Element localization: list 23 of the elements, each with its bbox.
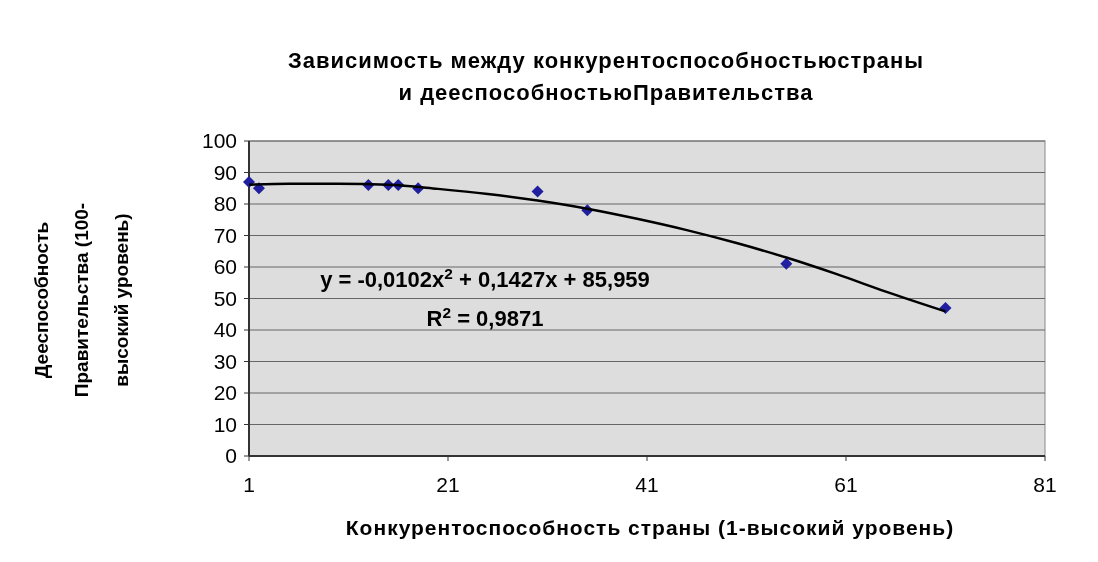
y-tick-label: 50	[213, 286, 237, 310]
point	[531, 185, 544, 198]
annotation: R$^{2}$ = 0,9871	[426, 303, 544, 331]
annotation: y = -0,0102x$^{2}$ + 0,1427x + 85,959	[320, 264, 650, 292]
x-tick-label: 81	[1033, 473, 1057, 496]
y-tick-label: 100	[201, 129, 237, 153]
point	[780, 257, 793, 270]
y-tick-label: 90	[213, 160, 237, 184]
y-tick-label: 0	[225, 444, 237, 468]
x-tick-label: 21	[436, 473, 460, 496]
y-tick-label: 20	[213, 381, 237, 405]
y-tick-label: 30	[213, 349, 237, 373]
x-tick-label: 1	[243, 473, 255, 496]
chart-title: Зависимость между конкурентоспособностьюстраны и дееспособностьюПравительства	[287, 48, 925, 105]
y-tick-label: 70	[213, 223, 237, 247]
y-axis-title: Дееспособность Правительства (100- высокий уровень)	[31, 202, 132, 398]
x-axis-title: Конкурентоспособность страны (1-высокий уровень)	[345, 516, 955, 539]
y-tick-label: 10	[213, 412, 237, 436]
x-tick-label: 61	[834, 473, 858, 496]
y-tick-label: 40	[213, 318, 237, 342]
y-tick-label: 60	[213, 255, 237, 279]
x-tick-label: 41	[635, 473, 659, 496]
y-tick-label: 80	[213, 192, 237, 216]
